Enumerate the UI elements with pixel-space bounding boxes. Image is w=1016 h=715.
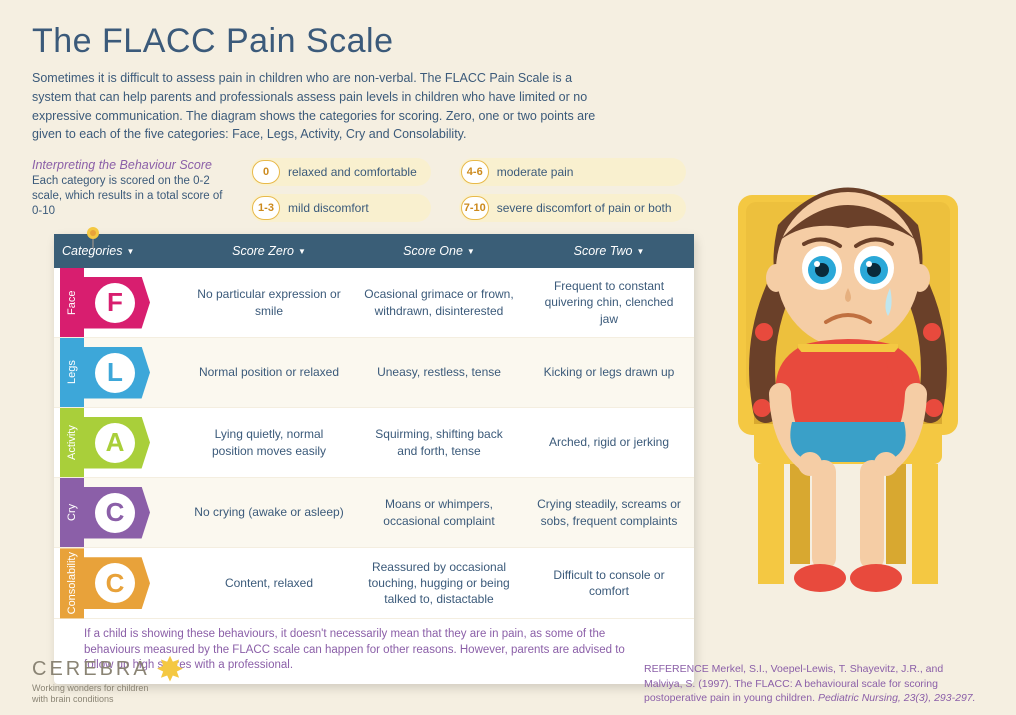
triangle-icon: ▼ <box>636 247 644 256</box>
table-header: Categories▼ Score Zero▼ Score One▼ Score… <box>54 234 694 268</box>
category-cell: Consolability C <box>54 548 184 618</box>
score-two-cell: Arched, rigid or jerking <box>524 408 694 477</box>
interpret-title: Interpreting the Behaviour Score <box>32 158 232 172</box>
th-categories: Categories▼ <box>54 234 184 268</box>
th-score-one: Score One▼ <box>354 234 524 268</box>
legend-items: 0 relaxed and comfortable 4-6 moderate p… <box>250 158 686 222</box>
legend-item: 4-6 moderate pain <box>459 158 686 186</box>
child-illustration <box>698 110 998 620</box>
score-zero-cell: Normal position or relaxed <box>184 338 354 407</box>
category-badge: C <box>80 487 150 539</box>
score-zero-cell: Content, relaxed <box>184 548 354 618</box>
score-two-cell: Crying steadily, screams or sobs, freque… <box>524 478 694 547</box>
legend-label: mild discomfort <box>288 201 369 215</box>
score-one-cell: Reassured by occasional touching, huggin… <box>354 548 524 618</box>
legend-badge: 1-3 <box>252 196 280 220</box>
score-two-cell: Difficult to console or comfort <box>524 548 694 618</box>
category-letter: C <box>95 493 135 533</box>
reference-text: REFERENCE Merkel, S.I., Voepel-Lewis, T.… <box>644 662 984 705</box>
table-row: Consolability C Content, relaxed Reassur… <box>54 548 694 619</box>
interpret-sub: Each category is scored on the 0-2 scale… <box>32 174 232 219</box>
category-badge: A <box>80 417 150 469</box>
legend-badge: 4-6 <box>461 160 489 184</box>
legend-item: 1-3 mild discomfort <box>250 194 431 222</box>
th-score-two: Score Two▼ <box>524 234 694 268</box>
category-badge: C <box>80 557 150 609</box>
legend-label: relaxed and comfortable <box>288 165 417 179</box>
score-one-cell: Moans or whimpers, occasional complaint <box>354 478 524 547</box>
category-letter: C <box>95 563 135 603</box>
score-two-cell: Kicking or legs drawn up <box>524 338 694 407</box>
category-badge: F <box>80 277 150 329</box>
page-title: The FLACC Pain Scale <box>32 22 984 61</box>
legend-label: severe discomfort of pain or both <box>497 201 672 215</box>
legend-badge: 7-10 <box>461 196 489 220</box>
interpret-block: Interpreting the Behaviour Score Each ca… <box>32 158 232 219</box>
triangle-icon: ▼ <box>298 247 306 256</box>
table-row: Legs L Normal position or relaxed Uneasy… <box>54 338 694 408</box>
intro-text: Sometimes it is difficult to assess pain… <box>32 69 612 144</box>
category-badge: L <box>80 347 150 399</box>
table-row: Cry C No crying (awake or asleep) Moans … <box>54 478 694 548</box>
legend-item: 7-10 severe discomfort of pain or both <box>459 194 686 222</box>
category-letter: L <box>95 353 135 393</box>
flacc-table: Categories▼ Score Zero▼ Score One▼ Score… <box>54 234 694 684</box>
score-zero-cell: No particular expression or smile <box>184 268 354 337</box>
category-cell: Legs L <box>54 338 184 407</box>
table-row: Face F No particular expression or smile… <box>54 268 694 338</box>
score-one-cell: Squirming, shifting back and forth, tens… <box>354 408 524 477</box>
score-zero-cell: No crying (awake or asleep) <box>184 478 354 547</box>
score-one-cell: Uneasy, restless, tense <box>354 338 524 407</box>
table-row: Activity A Lying quietly, normal positio… <box>54 408 694 478</box>
score-one-cell: Ocasional grimace or frown, withdrawn, d… <box>354 268 524 337</box>
logo-text: CEREBRA <box>32 658 150 681</box>
pushpin-icon <box>84 226 102 250</box>
category-cell: Activity A <box>54 408 184 477</box>
th-score-zero: Score Zero▼ <box>184 234 354 268</box>
category-cell: Face F <box>54 268 184 337</box>
table-body: Face F No particular expression or smile… <box>54 268 694 619</box>
triangle-icon: ▼ <box>467 247 475 256</box>
star-icon: ✸ <box>156 660 185 680</box>
category-letter: A <box>95 423 135 463</box>
score-two-cell: Frequent to constant quivering chin, cle… <box>524 268 694 337</box>
triangle-icon: ▼ <box>126 247 134 256</box>
score-zero-cell: Lying quietly, normal position moves eas… <box>184 408 354 477</box>
footer: CEREBRA ✸ Working wonders for childrenwi… <box>32 658 984 705</box>
legend-label: moderate pain <box>497 165 574 179</box>
legend-badge: 0 <box>252 160 280 184</box>
category-cell: Cry C <box>54 478 184 547</box>
logo-block: CEREBRA ✸ Working wonders for childrenwi… <box>32 658 184 705</box>
legend-item: 0 relaxed and comfortable <box>250 158 431 186</box>
category-letter: F <box>95 283 135 323</box>
